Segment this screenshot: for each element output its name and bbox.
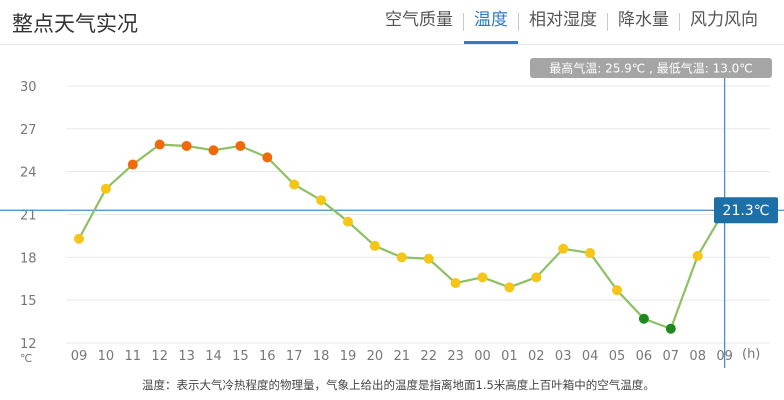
temperature-point[interactable] xyxy=(343,216,353,227)
y-tick-label: 15 xyxy=(20,294,37,309)
x-tick-label: 07 xyxy=(663,349,680,364)
temperature-point[interactable] xyxy=(208,145,219,156)
temperature-definition-note: 温度：表示大气冷热程度的物理量，气象上给出的温度是指离地面1.5米高度上百叶箱中… xyxy=(142,378,655,392)
summary-text: 最高气温: 25.9℃ , 最低气温: 13.0℃ xyxy=(549,61,753,76)
tab-divider xyxy=(463,13,464,31)
header-divider xyxy=(0,44,784,45)
tab-divider xyxy=(518,13,519,31)
temperature-point[interactable] xyxy=(235,140,246,151)
temperature-point[interactable] xyxy=(289,179,300,190)
tab-temperature[interactable]: 温度 xyxy=(464,0,518,44)
x-tick-label: 21 xyxy=(394,349,411,364)
temperature-point[interactable] xyxy=(262,152,273,163)
crosshair-value-badge xyxy=(714,197,778,224)
x-tick-label: 20 xyxy=(367,349,384,364)
x-tick-label: 16 xyxy=(259,349,276,364)
x-axis-ticks: 09 10 11 12 13 14 15 16 17 18 19 20 21 22 23 00 01 02 03 04… xyxy=(71,349,733,364)
x-tick-label: 09 xyxy=(71,349,88,364)
temperature-points xyxy=(74,139,703,334)
x-tick-label: 11 xyxy=(125,349,142,364)
temperature-point[interactable] xyxy=(531,272,542,283)
temperature-point[interactable] xyxy=(692,250,703,261)
x-unit-label: (h) xyxy=(742,347,760,362)
page-title: 整点天气实况 xyxy=(12,12,138,36)
x-tick-label: 22 xyxy=(420,349,437,364)
tab-wind[interactable]: 风力风向 xyxy=(690,10,758,30)
x-tick-label: 10 xyxy=(98,349,115,364)
temperature-point[interactable] xyxy=(396,252,407,263)
y-tick-label: 18 xyxy=(20,251,37,266)
x-tick-label: 05 xyxy=(609,349,626,364)
y-tick-label: 21 xyxy=(20,209,37,224)
temperature-point[interactable] xyxy=(316,195,327,206)
temperature-point[interactable] xyxy=(558,243,569,254)
x-tick-label: 12 xyxy=(151,349,168,364)
x-tick-label: 14 xyxy=(205,349,222,364)
tab-divider xyxy=(679,13,680,31)
x-tick-label: 19 xyxy=(340,349,357,364)
x-tick-label: 18 xyxy=(313,349,330,364)
y-tick-label: 30 xyxy=(20,80,37,95)
tab-air-quality[interactable]: 空气质量 xyxy=(385,10,453,30)
y-axis-ticks: 12 15 18 21 24 27 30 xyxy=(20,80,37,352)
metric-tabs: 空气质量 温度 相对湿度 降水量 风力风向 xyxy=(375,0,768,44)
x-tick-label: 01 xyxy=(501,349,518,364)
summary-badge xyxy=(530,58,772,78)
temperature-point[interactable] xyxy=(154,139,165,150)
tab-precipitation[interactable]: 降水量 xyxy=(618,10,669,30)
temperature-point[interactable] xyxy=(477,272,488,283)
y-tick-label: 24 xyxy=(20,166,37,181)
x-tick-label: 13 xyxy=(178,349,195,364)
temperature-point[interactable] xyxy=(585,248,596,259)
temperature-point[interactable] xyxy=(638,313,649,324)
x-tick-label: 23 xyxy=(447,349,464,364)
tab-divider xyxy=(607,13,608,31)
temperature-point[interactable] xyxy=(369,240,380,251)
x-tick-label: 04 xyxy=(582,349,599,364)
temperature-point[interactable] xyxy=(504,282,515,293)
x-tick-label: 15 xyxy=(232,349,249,364)
x-tick-label: 06 xyxy=(636,349,653,364)
tab-humidity[interactable]: 相对湿度 xyxy=(529,10,597,30)
temperature-point[interactable] xyxy=(100,183,111,194)
temperature-point[interactable] xyxy=(74,233,84,244)
temperature-point[interactable] xyxy=(423,253,434,264)
grid-lines xyxy=(66,85,770,344)
y-tick-label: 12 xyxy=(20,337,37,352)
y-tick-label: 27 xyxy=(20,123,37,138)
temperature-point[interactable] xyxy=(612,285,622,296)
temperature-point[interactable] xyxy=(665,323,676,334)
x-tick-label: 08 xyxy=(689,349,706,364)
y-unit-label: ℃ xyxy=(20,352,32,365)
temperature-point[interactable] xyxy=(450,278,461,289)
temperature-point[interactable] xyxy=(181,140,192,151)
temperature-point[interactable] xyxy=(127,159,138,170)
x-tick-label: 17 xyxy=(286,349,303,364)
x-tick-label: 03 xyxy=(555,349,572,364)
x-tick-label: 02 xyxy=(528,349,545,364)
x-tick-label: 00 xyxy=(474,349,491,364)
crosshair-value-label: 21.3℃ xyxy=(723,203,770,219)
